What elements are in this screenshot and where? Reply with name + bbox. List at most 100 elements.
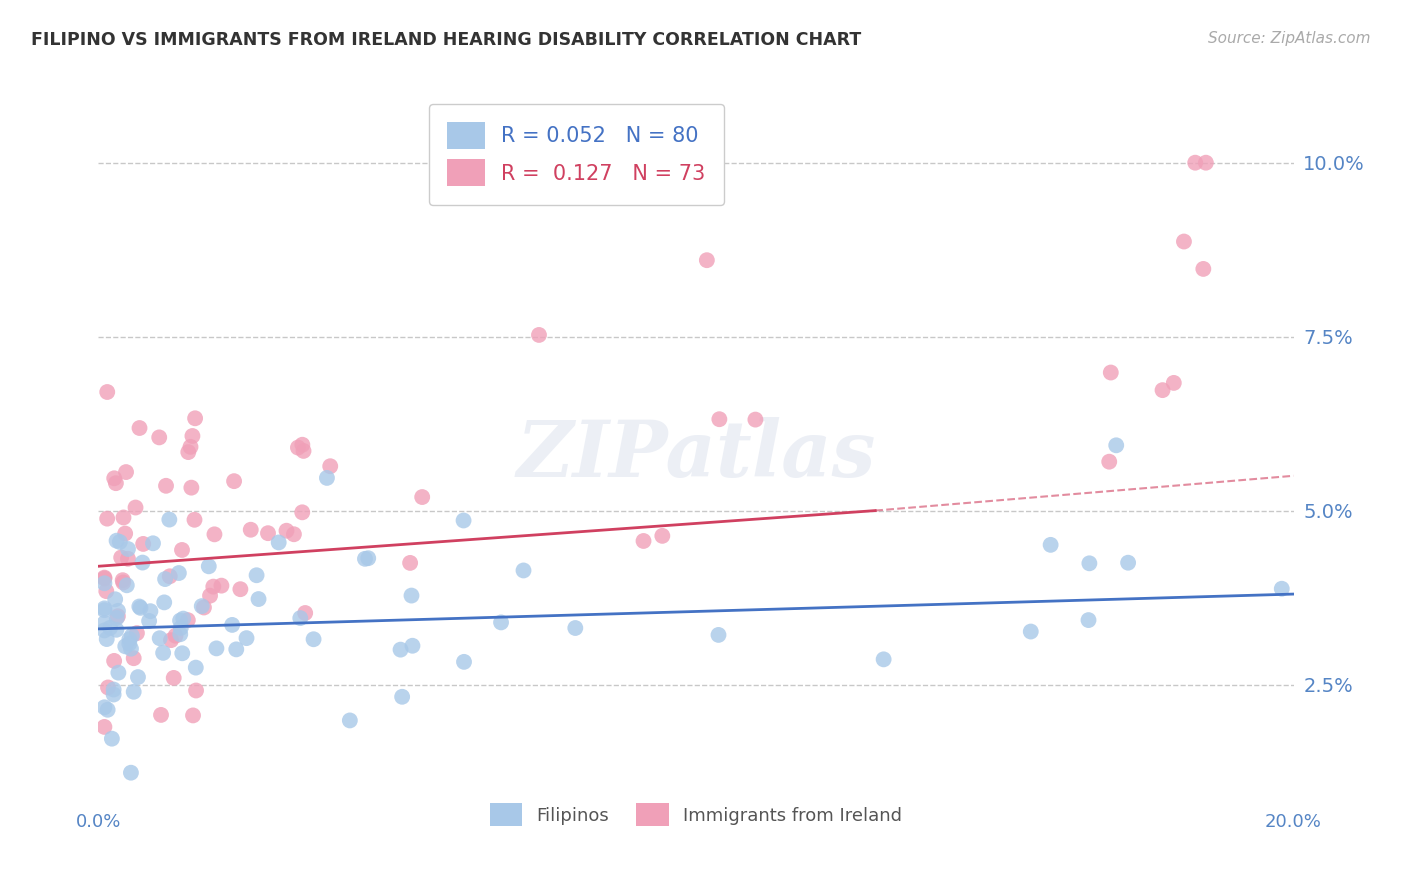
Point bbox=[1116, 556, 1139, 570]
Point bbox=[229, 582, 252, 597]
Point bbox=[181, 429, 204, 443]
Point bbox=[354, 551, 377, 566]
Point bbox=[117, 541, 139, 556]
Point bbox=[105, 533, 128, 548]
Point bbox=[1078, 557, 1101, 571]
Point bbox=[696, 253, 718, 268]
Point bbox=[96, 511, 118, 525]
Point bbox=[391, 690, 413, 704]
Point bbox=[291, 505, 314, 519]
Point bbox=[453, 655, 475, 669]
Text: Source: ZipAtlas.com: Source: ZipAtlas.com bbox=[1208, 31, 1371, 46]
Point bbox=[153, 572, 176, 586]
Point bbox=[118, 637, 141, 651]
Point bbox=[104, 592, 127, 607]
Point bbox=[120, 641, 142, 656]
Point bbox=[170, 543, 193, 558]
Point bbox=[159, 569, 181, 583]
Point bbox=[108, 535, 131, 549]
Point bbox=[107, 665, 129, 680]
Point bbox=[1192, 261, 1215, 276]
Text: FILIPINO VS IMMIGRANTS FROM IRELAND HEARING DISABILITY CORRELATION CHART: FILIPINO VS IMMIGRANTS FROM IRELAND HEAR… bbox=[31, 31, 862, 49]
Point bbox=[120, 765, 142, 780]
Point bbox=[121, 629, 143, 643]
Point bbox=[107, 604, 129, 618]
Point bbox=[180, 481, 202, 495]
Point bbox=[170, 621, 193, 635]
Point bbox=[316, 471, 339, 485]
Point bbox=[209, 579, 232, 593]
Point bbox=[132, 537, 155, 551]
Point bbox=[190, 599, 212, 614]
Point bbox=[1163, 376, 1185, 390]
Point bbox=[453, 513, 475, 527]
Point bbox=[163, 671, 186, 685]
Point bbox=[122, 651, 145, 665]
Point bbox=[172, 646, 194, 660]
Legend: Filipinos, Immigrants from Ireland: Filipinos, Immigrants from Ireland bbox=[474, 787, 918, 842]
Point bbox=[267, 535, 290, 549]
Point bbox=[247, 592, 270, 607]
Point bbox=[1195, 155, 1218, 169]
Point bbox=[707, 628, 730, 642]
Point bbox=[744, 412, 766, 426]
Point bbox=[177, 445, 200, 459]
Point bbox=[93, 700, 115, 714]
Point bbox=[150, 707, 173, 722]
Point bbox=[98, 621, 121, 635]
Point bbox=[93, 571, 115, 585]
Point bbox=[93, 624, 115, 638]
Point bbox=[97, 681, 120, 695]
Point bbox=[651, 529, 673, 543]
Point bbox=[103, 688, 125, 702]
Point bbox=[512, 564, 534, 578]
Point bbox=[294, 606, 316, 620]
Point bbox=[101, 731, 124, 746]
Point bbox=[155, 479, 177, 493]
Point bbox=[319, 459, 342, 474]
Point bbox=[489, 615, 512, 630]
Point bbox=[198, 589, 221, 603]
Point bbox=[183, 513, 205, 527]
Point bbox=[290, 611, 312, 625]
Point bbox=[103, 471, 125, 485]
Point bbox=[93, 572, 115, 586]
Point bbox=[93, 720, 115, 734]
Point bbox=[118, 632, 141, 647]
Point bbox=[389, 642, 412, 657]
Point bbox=[1039, 538, 1062, 552]
Point bbox=[1077, 613, 1099, 627]
Point bbox=[1271, 582, 1294, 596]
Point bbox=[138, 614, 160, 628]
Point bbox=[103, 682, 125, 697]
Point bbox=[110, 550, 132, 565]
Point bbox=[184, 683, 207, 698]
Point bbox=[142, 536, 165, 550]
Point bbox=[128, 421, 150, 435]
Point bbox=[225, 642, 247, 657]
Point bbox=[93, 576, 115, 591]
Point bbox=[96, 384, 118, 399]
Point bbox=[221, 618, 243, 632]
Point bbox=[169, 614, 191, 628]
Point bbox=[169, 627, 191, 641]
Point bbox=[1152, 383, 1174, 397]
Point bbox=[177, 613, 200, 627]
Point bbox=[564, 621, 586, 635]
Point bbox=[399, 556, 422, 570]
Point bbox=[709, 412, 731, 426]
Point bbox=[197, 559, 219, 574]
Point bbox=[205, 641, 228, 656]
Point bbox=[115, 578, 138, 592]
Point bbox=[235, 631, 257, 645]
Point bbox=[148, 430, 170, 444]
Point bbox=[114, 526, 136, 541]
Point bbox=[93, 616, 115, 631]
Point bbox=[112, 575, 135, 590]
Point bbox=[122, 685, 145, 699]
Point bbox=[97, 703, 120, 717]
Point bbox=[112, 510, 135, 524]
Point bbox=[157, 512, 180, 526]
Point bbox=[1173, 235, 1195, 249]
Point bbox=[93, 603, 115, 617]
